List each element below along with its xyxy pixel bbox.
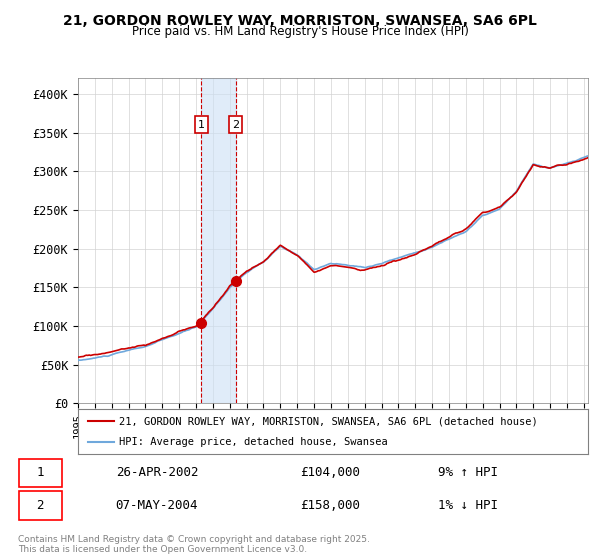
FancyBboxPatch shape [19, 459, 62, 487]
Text: HPI: Average price, detached house, Swansea: HPI: Average price, detached house, Swan… [119, 437, 388, 447]
Text: £158,000: £158,000 [300, 499, 360, 512]
Text: 2: 2 [232, 120, 239, 130]
Text: 9% ↑ HPI: 9% ↑ HPI [438, 466, 498, 479]
Text: 26-APR-2002: 26-APR-2002 [116, 466, 198, 479]
Text: Contains HM Land Registry data © Crown copyright and database right 2025.
This d: Contains HM Land Registry data © Crown c… [18, 535, 370, 554]
Text: 1: 1 [37, 466, 44, 479]
Text: 1: 1 [198, 120, 205, 130]
Text: 07-MAY-2004: 07-MAY-2004 [116, 499, 198, 512]
Bar [202, 78, 236, 403]
Text: 21, GORDON ROWLEY WAY, MORRISTON, SWANSEA, SA6 6PL: 21, GORDON ROWLEY WAY, MORRISTON, SWANSE… [63, 14, 537, 28]
Text: £104,000: £104,000 [300, 466, 360, 479]
Text: 2: 2 [37, 499, 44, 512]
Text: 1% ↓ HPI: 1% ↓ HPI [438, 499, 498, 512]
Text: Price paid vs. HM Land Registry's House Price Index (HPI): Price paid vs. HM Land Registry's House … [131, 25, 469, 38]
FancyBboxPatch shape [19, 491, 62, 520]
Text: 21, GORDON ROWLEY WAY, MORRISTON, SWANSEA, SA6 6PL (detached house): 21, GORDON ROWLEY WAY, MORRISTON, SWANSE… [119, 416, 538, 426]
